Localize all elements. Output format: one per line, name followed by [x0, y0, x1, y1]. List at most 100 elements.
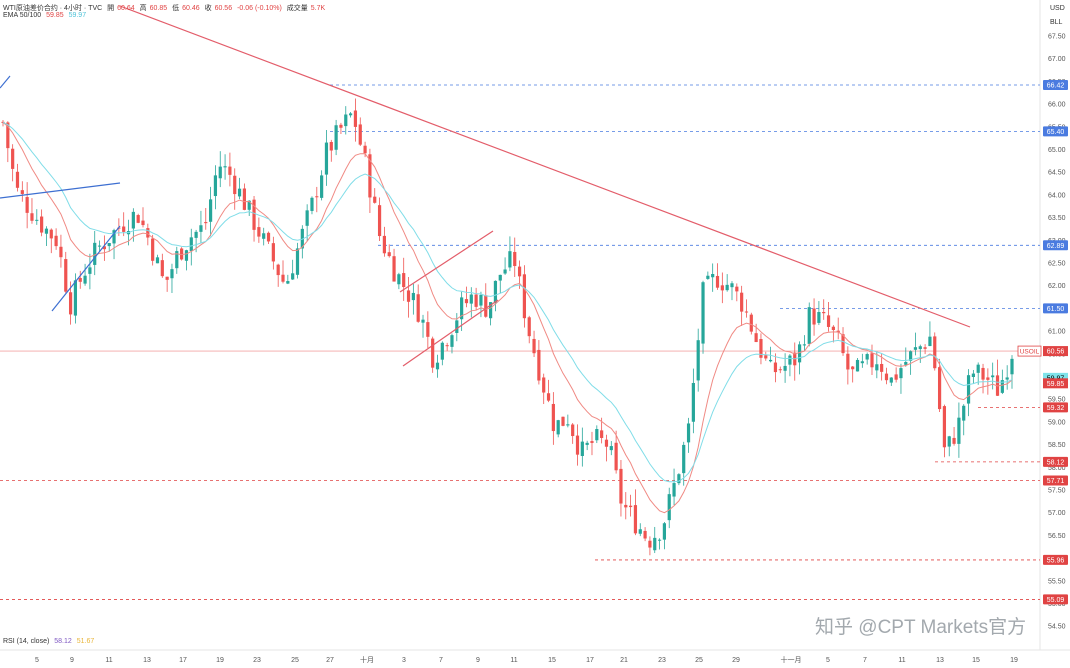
candle-body — [88, 267, 92, 274]
candle-body — [97, 245, 102, 247]
support-level-tag — [1043, 594, 1068, 605]
candle-body — [252, 199, 256, 230]
candle-body — [923, 347, 927, 349]
candle-body — [797, 344, 802, 363]
candle-body — [855, 359, 860, 372]
descending-resistance-trendline — [119, 5, 971, 328]
candle-body — [522, 274, 526, 319]
candle-body — [489, 302, 493, 319]
resistance-level-tag — [1043, 303, 1068, 314]
x-tick-label: 19 — [1010, 657, 1018, 664]
candle-body — [223, 166, 227, 168]
candle-body — [382, 235, 386, 254]
support-level-tag-label: 59.32 — [1047, 405, 1065, 412]
candle-body — [962, 405, 966, 421]
candle-body — [561, 416, 565, 426]
support-level-tag — [1043, 475, 1068, 486]
candle-body — [445, 345, 449, 347]
candle-body — [247, 200, 251, 210]
x-tick-label: 5 — [35, 657, 39, 664]
candle-body — [653, 537, 657, 551]
unit-label: BLL — [1050, 19, 1063, 26]
candle-body — [392, 256, 396, 282]
candle-body — [976, 364, 980, 373]
candle-body — [517, 266, 522, 277]
y-tick-label: 61.00 — [1048, 329, 1066, 336]
candle-body — [764, 355, 768, 359]
candle-body — [213, 175, 218, 197]
candle-body — [431, 338, 435, 368]
candle-body — [324, 142, 329, 175]
candle-body — [498, 274, 502, 281]
candle-body — [334, 125, 338, 150]
candle-body — [604, 439, 609, 447]
candle-body — [291, 273, 295, 280]
candle-body — [344, 114, 348, 127]
candle-body — [25, 197, 29, 213]
blue-channel-lower — [51, 225, 121, 312]
candle-body — [667, 494, 671, 521]
ema50-value: 59.85 — [46, 12, 64, 19]
red-channel-upper — [399, 230, 494, 293]
x-tick-label: 13 — [143, 657, 151, 664]
ema100-line — [2, 122, 1013, 483]
ema-legend[interactable]: EMA 50/100 59.85 59.97 — [3, 12, 89, 19]
candle-body — [817, 312, 821, 323]
candle-body — [619, 468, 623, 504]
candle-body — [20, 190, 24, 194]
x-tick-label: 23 — [658, 657, 666, 664]
x-tick-label: 3 — [402, 657, 406, 664]
symbol-tag — [1017, 345, 1042, 357]
candle-body — [648, 540, 652, 548]
y-tick-label: 66.00 — [1048, 102, 1066, 109]
candle-body — [411, 292, 415, 301]
rsi-legend[interactable]: RSI (14, close) 58.12 51.67 — [3, 638, 97, 645]
candle-body — [228, 166, 232, 175]
candle-body — [706, 275, 710, 279]
candle-body — [759, 339, 763, 358]
resistance-level-tag — [1043, 126, 1068, 137]
candle-body — [54, 235, 58, 247]
candle-body — [286, 281, 290, 284]
candle-body — [387, 252, 391, 257]
x-tick-label: 25 — [291, 657, 299, 664]
candle-body — [218, 166, 222, 179]
candle-body — [691, 382, 695, 422]
rsi-ma-value: 51.67 — [76, 638, 95, 645]
candle-body — [73, 280, 78, 316]
candle-body — [102, 246, 106, 250]
candle-body — [870, 353, 874, 368]
y-tick-label: 56.50 — [1048, 533, 1066, 540]
candle-body — [783, 365, 787, 371]
candle-body — [662, 523, 667, 540]
candle-body — [68, 292, 73, 315]
candle-body — [493, 280, 498, 304]
candle-body — [40, 216, 44, 233]
volume-label: 成交量 — [286, 5, 308, 12]
candle-body — [595, 429, 599, 441]
candle-body — [629, 505, 633, 508]
candle-body — [112, 230, 116, 244]
candle-body — [146, 228, 150, 238]
candle-body — [769, 359, 773, 362]
candle-body — [151, 238, 155, 261]
ema50-tag — [1043, 378, 1068, 389]
candles-layer — [1, 98, 1014, 556]
candle-body — [894, 374, 898, 380]
candle-body — [131, 211, 135, 229]
candle-body — [6, 122, 10, 149]
candle-body — [822, 311, 826, 314]
candle-body — [778, 369, 782, 371]
candle-body — [1005, 377, 1009, 380]
candle-body — [455, 320, 459, 333]
candle-body — [180, 248, 184, 260]
y-tick-label: 58.50 — [1048, 442, 1066, 449]
candle-body — [933, 336, 937, 369]
candle-body — [754, 333, 758, 343]
x-tick-label: 15 — [972, 657, 980, 664]
x-tick-label: 17 — [586, 657, 594, 664]
candle-body — [556, 420, 560, 435]
candle-body — [107, 243, 111, 247]
candle-body — [15, 171, 20, 188]
